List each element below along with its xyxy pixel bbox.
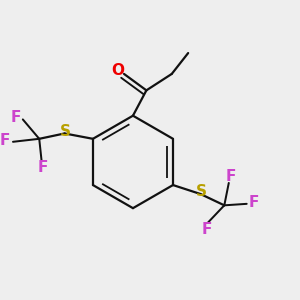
- Text: F: F: [37, 160, 48, 175]
- Text: F: F: [226, 169, 236, 184]
- Text: F: F: [11, 110, 21, 124]
- Text: O: O: [111, 64, 124, 79]
- Text: S: S: [196, 184, 207, 200]
- Text: F: F: [201, 222, 212, 237]
- Text: S: S: [60, 124, 71, 139]
- Text: F: F: [0, 134, 11, 148]
- Text: F: F: [249, 195, 259, 210]
